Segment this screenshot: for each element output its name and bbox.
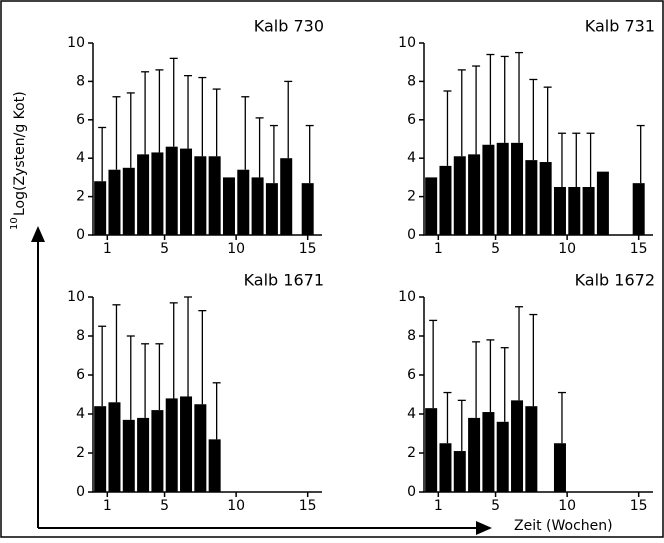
bar [511,142,524,235]
y-tick-label: 6 [407,112,416,128]
bar [632,183,645,235]
y-tick-label: 8 [407,328,416,344]
x-tick-label: 15 [630,498,648,514]
bar [165,146,178,235]
x-tick-label: 1 [434,241,443,257]
x-tick-label: 15 [299,241,317,257]
x-tick-label: 5 [160,241,169,257]
bar [208,156,221,235]
bar [482,144,495,235]
bar [482,412,495,492]
y-tick-label: 10 [398,35,416,51]
bar [539,162,552,235]
bar [180,396,193,492]
bar [511,400,524,492]
y-arrow-head [31,226,45,242]
bar [108,402,121,492]
bar [439,443,452,492]
bar [151,410,164,492]
x-tick-label: 10 [558,241,576,257]
x-label: Zeit (Wochen) [514,518,613,534]
bar [439,165,452,235]
y-tick-label: 8 [76,328,85,344]
y-label-group: 10 Log(Zysten/g Kot) [9,91,28,230]
panel-title: Kalb 1672 [575,271,655,290]
bar [151,152,164,235]
y-tick-label: 10 [67,289,85,305]
bar [525,160,538,235]
bar [137,417,150,492]
y-tick-label: 0 [76,227,85,243]
bar [165,398,178,492]
bar [180,148,193,235]
x-arrow-head [476,521,492,535]
y-label: Log(Zysten/g Kot) [12,91,28,216]
y-tick-label: 6 [76,112,85,128]
x-tick-label: 15 [630,241,648,257]
bar [496,142,509,235]
x-tick-label: 10 [227,498,245,514]
bar [568,187,581,235]
bar [453,156,466,235]
y-tick-label: 2 [76,445,85,461]
x-tick-label: 1 [434,498,443,514]
bar [525,406,538,492]
x-tick-label: 10 [558,498,576,514]
bar [453,451,466,492]
y-tick-label: 0 [76,484,85,500]
panel-title: Kalb 731 [585,17,655,36]
bar [280,158,293,235]
bar [194,156,207,235]
y-tick-label: 8 [76,73,85,89]
y-tick-label: 4 [407,406,416,422]
y-tick-label: 4 [407,150,416,166]
y-tick-label: 10 [67,35,85,51]
y-tick-label: 8 [407,73,416,89]
bar [496,421,509,492]
x-tick-label: 5 [491,241,500,257]
x-tick-label: 5 [160,498,169,514]
bar [468,417,481,492]
y-tick-label: 0 [407,484,416,500]
x-tick-label: 1 [103,241,112,257]
bar [582,187,595,235]
bar [137,154,150,235]
bar [553,443,566,492]
bar [265,183,278,235]
y-tick-label: 0 [407,227,416,243]
y-tick-label: 4 [76,406,85,422]
y-tick-label: 6 [76,367,85,383]
y-tick-label: 2 [407,189,416,205]
bar [468,154,481,235]
bar [596,171,609,235]
y-tick-label: 2 [76,189,85,205]
panel-title: Kalb 1671 [244,271,324,290]
bar [237,169,250,235]
bar [108,169,121,235]
bar [301,183,314,235]
x-tick-label: 10 [227,241,245,257]
bar [94,181,107,235]
bar [251,177,264,235]
x-tick-label: 1 [103,498,112,514]
bar [122,419,135,492]
x-tick-label: 15 [299,498,317,514]
bar [425,177,438,235]
bar [208,439,221,492]
y-tick-label: 4 [76,150,85,166]
y-tick-label: 2 [407,445,416,461]
y-label-superscript: 10 [9,217,20,230]
bar [553,187,566,235]
bar [122,167,135,235]
bar [194,404,207,492]
y-tick-label: 6 [407,367,416,383]
panel-title: Kalb 730 [254,17,324,36]
bar [425,408,438,492]
x-tick-label: 5 [491,498,500,514]
bar [222,177,235,235]
bar [94,406,107,492]
y-tick-label: 10 [398,289,416,305]
